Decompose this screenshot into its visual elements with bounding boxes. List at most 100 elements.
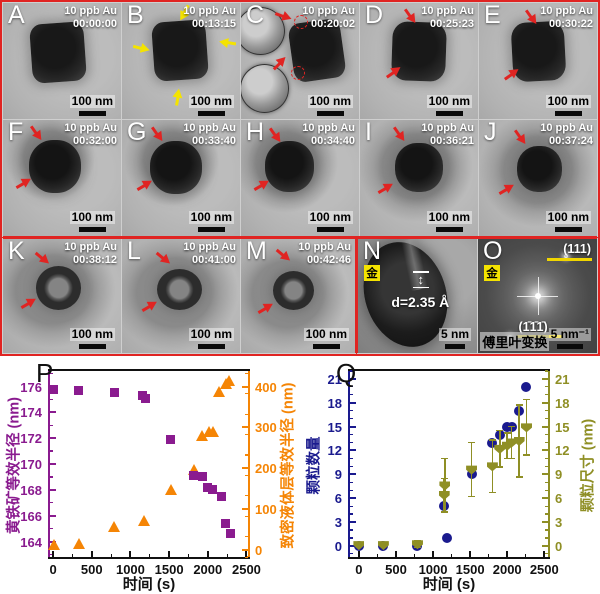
- chart-panel-letter: P: [36, 358, 54, 388]
- d-spacing-tick-bottom: [412, 286, 430, 289]
- minor-tick-right: [545, 513, 548, 515]
- minor-tick-right: [545, 370, 548, 372]
- minor-tick-left: [350, 481, 353, 483]
- tick-right: [542, 401, 548, 404]
- x-tick: [469, 551, 472, 557]
- data-point-pentagon: [494, 444, 506, 454]
- tick-left: [50, 514, 56, 517]
- x-tick-label: 1500: [154, 562, 184, 577]
- tick-left: [50, 463, 56, 465]
- data-point-square: [109, 388, 119, 398]
- scale-bar-line: [435, 111, 463, 116]
- scale-bar-label: 100 nm: [307, 210, 353, 225]
- minor-tick-left: [350, 489, 353, 491]
- dose-label: 10 ppb Au: [183, 5, 236, 17]
- data-point-pentagon: [506, 438, 518, 448]
- data-point-triangle: [138, 515, 151, 527]
- tem-panel-A: A 10 ppb Au 00:00:00 100 nm: [2, 2, 122, 121]
- data-point-triangle: [164, 483, 177, 495]
- panel-letter: N: [363, 239, 382, 265]
- minor-tick-right: [545, 410, 548, 412]
- dose-label: 10 ppb Au: [64, 5, 117, 17]
- error-cap: [515, 475, 523, 478]
- fft-spot-111: [563, 253, 568, 258]
- x-tick-label: 0: [49, 562, 57, 577]
- tick-left: [50, 437, 56, 440]
- minor-tick-right: [545, 537, 548, 539]
- minor-tick-right: [545, 433, 548, 436]
- x-minor-tick: [110, 554, 112, 557]
- panel-letter: D: [365, 3, 384, 29]
- error-cap: [508, 457, 516, 460]
- tem-panel-D: D 10 ppb Au 00:25:23 100 nm: [359, 2, 479, 121]
- minor-tick-left: [350, 465, 353, 467]
- x-tick: [206, 551, 209, 557]
- tick-right: [542, 497, 548, 500]
- scale-bar-line: [435, 227, 463, 232]
- scale-bar: 100 nm: [69, 325, 115, 349]
- tick-right: [242, 507, 248, 510]
- tick-left: [350, 449, 356, 452]
- minor-tick-left: [50, 527, 53, 530]
- tick-label-left: 3: [334, 515, 342, 531]
- data-point-square: [221, 518, 231, 528]
- gold-badge: 金: [484, 265, 500, 281]
- minor-tick-right: [545, 441, 548, 444]
- tick-left: [350, 425, 356, 428]
- fft-center-ray-h: [517, 296, 558, 298]
- error-cap: [468, 495, 476, 498]
- data-point-pentagon: [501, 441, 513, 451]
- panel-header: 10 ppb Au 00:38:12: [64, 241, 117, 267]
- x-tick-label: 500: [80, 562, 103, 577]
- nanoparticle: [395, 143, 443, 192]
- data-point-triangle: [207, 426, 220, 438]
- chart-particle-count-size: 0 3 6 9 12 15 18 21 颗粒数量 0 3 6 9 12 15 18 21 颗粒尺寸 (nm) 0 50…: [300, 356, 600, 593]
- minor-tick-left: [50, 424, 53, 426]
- chart-panel-letter: Q: [336, 358, 357, 388]
- tick-right: [542, 521, 548, 524]
- dose-label: 10 ppb Au: [540, 5, 593, 17]
- x-axis-label: 时间 (s): [122, 576, 176, 593]
- gold-badge: 金: [364, 265, 380, 281]
- timestamp: 00:00:00: [72, 18, 117, 31]
- data-point-square: [141, 393, 151, 403]
- dashed-circle-marker-1: [294, 14, 309, 29]
- tick-right: [542, 473, 548, 476]
- scale-bar-line: [557, 344, 583, 349]
- tick-left: [50, 488, 56, 491]
- data-point-pentagon: [353, 541, 365, 551]
- minor-tick-right: [245, 393, 248, 395]
- scale-bar: 100 nm: [307, 208, 353, 232]
- scale-bar: 100 nm: [188, 325, 234, 349]
- panel-letter: B: [127, 3, 144, 29]
- panel-header: 10 ppb Au 00:13:15: [183, 5, 236, 31]
- tem-panel-C: C 10 ppb Au 00:20:02 100 nm: [240, 2, 360, 121]
- tem-panel-M: M 10 ppb Au 00:42:46 100 nm: [240, 238, 356, 354]
- tick-label-left: 164: [20, 534, 42, 550]
- panel-header: 10 ppb Au 00:37:24: [540, 122, 593, 148]
- scale-bar-label: 100 nm: [188, 327, 234, 342]
- minor-tick-right: [245, 515, 248, 517]
- right-spine: [248, 371, 250, 557]
- data-point-square: [189, 471, 199, 481]
- tick-left: [350, 521, 356, 524]
- scale-bar-label: 5 nm: [438, 327, 471, 342]
- x-tick-label: 2500: [231, 562, 261, 577]
- x-tick: [129, 551, 132, 557]
- x-tick: [543, 551, 546, 557]
- minor-tick-left: [350, 537, 353, 539]
- minor-tick-right: [245, 495, 248, 497]
- panel-letter: F: [8, 120, 24, 146]
- tick-left: [350, 497, 356, 500]
- tick-label-left: 170: [20, 457, 42, 472]
- error-cap: [496, 429, 504, 432]
- minor-tick-left: [350, 457, 353, 460]
- scale-bar-line: [78, 227, 106, 232]
- data-point-circle: [442, 532, 453, 543]
- tick-label-right: 9: [555, 467, 563, 483]
- error-cap: [441, 511, 449, 514]
- minor-tick-right: [245, 413, 248, 415]
- minor-tick-left: [350, 529, 353, 531]
- data-point-square: [203, 482, 213, 492]
- scale-bar-line: [197, 344, 225, 349]
